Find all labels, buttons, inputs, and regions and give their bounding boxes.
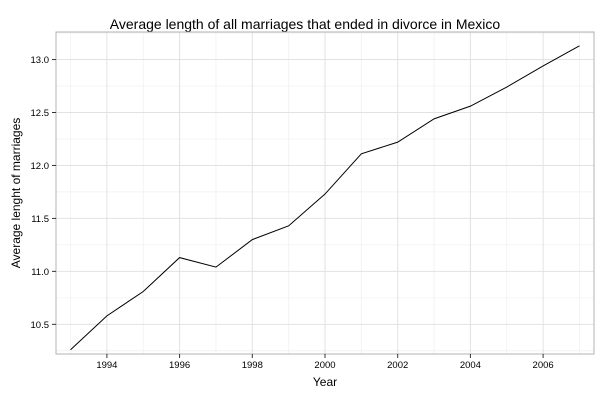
x-tick-label: 2006: [533, 360, 554, 371]
x-tick-label: 2000: [314, 360, 335, 371]
x-tick-label: 2002: [387, 360, 408, 371]
series-layer: [70, 45, 580, 351]
y-tick-label: 13.0: [31, 55, 50, 66]
x-tick-label: 1996: [169, 360, 190, 371]
x-axis-title: Year: [313, 375, 337, 389]
grid: [56, 32, 594, 354]
y-tick-label: 12.0: [31, 161, 50, 172]
chart-title: Average length of all marriages that end…: [110, 16, 501, 32]
y-axis-title: Average lenght of marriages: [9, 118, 23, 269]
x-tick-label: 1994: [96, 360, 117, 371]
x-tick-label: 2004: [460, 360, 481, 371]
y-tick-label: 11.0: [31, 267, 49, 278]
series-line: [70, 45, 580, 351]
y-tick-label: 10.5: [31, 320, 50, 331]
x-tick-label: 1998: [242, 360, 263, 371]
y-tick-label: 12.5: [31, 108, 50, 119]
axes: 1994 1996 1998 2000 2002 2004 2006 10.5 11.0 11.5…: [31, 55, 554, 371]
y-tick-label: 11.5: [31, 214, 49, 225]
